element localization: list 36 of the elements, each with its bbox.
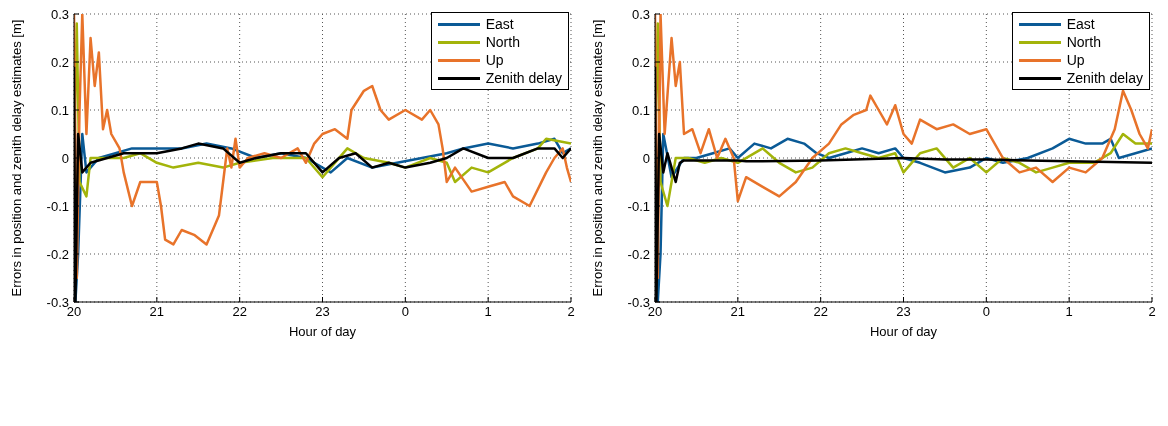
x-axis-title: Hour of day xyxy=(869,324,938,339)
legend-label: Zenith delay xyxy=(1066,69,1143,87)
legend-label: North xyxy=(1066,33,1101,51)
x-tick-label: 22 xyxy=(813,304,828,320)
x-tick-label: 0 xyxy=(401,304,409,320)
y-tick-label: 0 xyxy=(61,150,69,166)
x-tick-label: 0 xyxy=(982,304,990,320)
y-tick-label: 0.2 xyxy=(631,54,650,70)
y-axis-title: Errors in position and zenith delay estimates [m] xyxy=(589,19,605,297)
x-tick-label: 2 xyxy=(1148,304,1156,320)
x-tick-label: 1 xyxy=(1065,304,1073,320)
y-tick-label: -0.1 xyxy=(46,198,69,214)
y-axis-title: Errors in position and zenith delay estimates [m] xyxy=(8,19,24,297)
y-tick-label: -0.2 xyxy=(46,246,69,262)
x-tick-label: 21 xyxy=(730,304,746,320)
y-tick-label: 0.1 xyxy=(50,102,69,118)
y-tick-label: 0.2 xyxy=(50,54,69,70)
y-tick-label: 0.3 xyxy=(50,6,69,22)
legend-label: Up xyxy=(485,51,504,69)
x-tick-label: 2 xyxy=(567,304,575,320)
legend-label: Zenith delay xyxy=(485,69,562,87)
legend-label: East xyxy=(1066,15,1095,33)
x-tick-label: 1 xyxy=(484,304,492,320)
x-tick-label: 21 xyxy=(149,304,165,320)
x-tick-label: 23 xyxy=(315,304,330,320)
x-tick-label: 23 xyxy=(896,304,911,320)
x-tick-label: 22 xyxy=(232,304,247,320)
y-tick-label: 0.1 xyxy=(631,102,650,118)
legend-label: Up xyxy=(1066,51,1085,69)
legend-label: North xyxy=(485,33,520,51)
y-tick-label: -0.1 xyxy=(627,198,650,214)
x-axis-title: Hour of day xyxy=(288,324,357,339)
y-tick-label: 0 xyxy=(642,150,650,166)
y-tick-label: -0.2 xyxy=(627,246,650,262)
legend-label: East xyxy=(485,15,514,33)
y-tick-label: 0.3 xyxy=(631,6,650,22)
